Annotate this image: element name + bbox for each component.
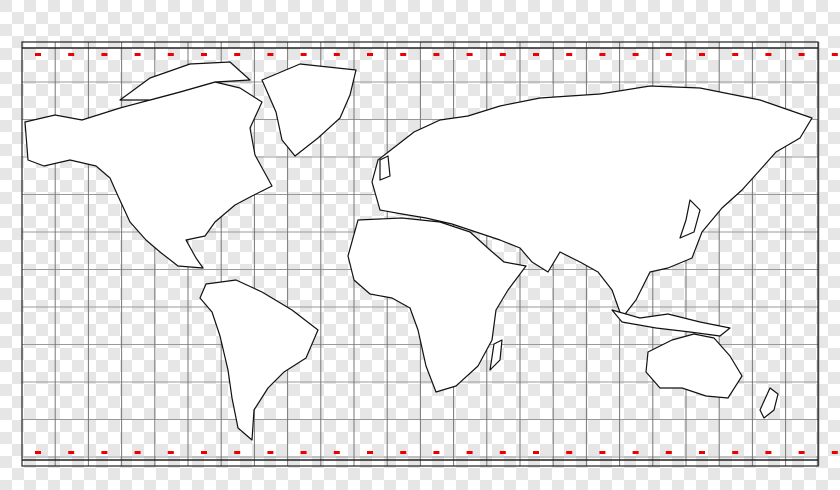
africa [347, 217, 527, 393]
zone-marker [566, 53, 573, 56]
zone-marker [333, 53, 340, 56]
zone-marker [234, 451, 241, 454]
zone-marker [234, 53, 241, 56]
zone-marker [400, 451, 407, 454]
zone-marker [632, 451, 639, 454]
zone-marker [201, 53, 207, 56]
zone-marker [566, 451, 573, 454]
zone-marker [201, 451, 207, 454]
madagascar [489, 339, 503, 371]
australia [645, 333, 743, 399]
greenland [261, 63, 357, 157]
zone-marker [68, 53, 75, 56]
zone-marker [831, 451, 838, 454]
zone-marker [300, 53, 307, 56]
zone-marker [367, 53, 373, 56]
zone-marker [765, 53, 772, 56]
eurasia [371, 85, 813, 319]
zone-marker [533, 53, 539, 56]
zone-marker [732, 451, 739, 454]
zone-marker [831, 53, 838, 56]
zone-marker [35, 53, 41, 56]
zone-marker [665, 451, 672, 454]
zone-marker [35, 451, 41, 454]
zone-marker [632, 53, 639, 56]
british-isles [379, 155, 391, 181]
zone-marker [367, 451, 373, 454]
continents [24, 61, 813, 441]
zone-marker [533, 451, 539, 454]
zone-marker [699, 451, 705, 454]
zone-marker [798, 451, 805, 454]
zone-marker [300, 451, 307, 454]
new-zealand [759, 387, 779, 419]
zone-marker [599, 451, 606, 454]
zone-marker [665, 53, 672, 56]
zone-marker [134, 53, 141, 56]
zone-marker [499, 451, 506, 454]
zone-marker [433, 53, 440, 56]
indonesia [611, 309, 731, 337]
zone-marker [599, 53, 606, 56]
zone-marker [267, 53, 274, 56]
zone-marker [433, 451, 440, 454]
zone-marker [765, 451, 772, 454]
arctic-islands [119, 61, 251, 101]
zone-marker [167, 53, 174, 56]
japan [679, 199, 701, 239]
south-america [199, 279, 319, 441]
zone-marker [267, 451, 274, 454]
zone-marker [134, 451, 141, 454]
zone-marker [699, 53, 705, 56]
zone-marker [167, 451, 174, 454]
zone-marker [466, 53, 473, 56]
zone-marker [499, 53, 506, 56]
zone-marker [101, 53, 108, 56]
zone-marker [400, 53, 407, 56]
zone-marker [732, 53, 739, 56]
zone-marker [333, 451, 340, 454]
map-frame [21, 41, 819, 467]
zone-marker [466, 451, 473, 454]
zone-marker [68, 451, 75, 454]
zone-marker [798, 53, 805, 56]
zone-marker [101, 451, 108, 454]
